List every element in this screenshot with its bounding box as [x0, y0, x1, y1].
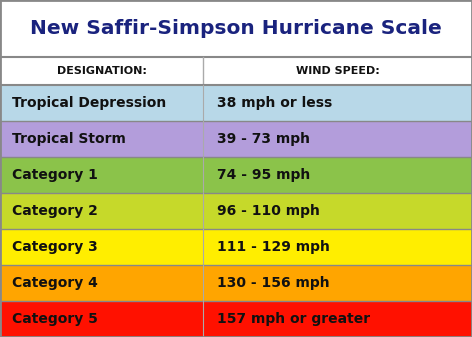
Bar — [0, 157, 472, 193]
Text: Category 2: Category 2 — [12, 204, 98, 218]
Bar — [0, 301, 472, 337]
Bar — [0, 229, 472, 265]
Text: 39 - 73 mph: 39 - 73 mph — [217, 132, 310, 146]
Text: 74 - 95 mph: 74 - 95 mph — [217, 168, 311, 182]
Text: WIND SPEED:: WIND SPEED: — [295, 66, 379, 76]
Text: 38 mph or less: 38 mph or less — [217, 96, 332, 110]
Bar — [0, 0, 472, 57]
Bar — [0, 57, 472, 85]
Text: 157 mph or greater: 157 mph or greater — [217, 312, 370, 326]
Text: 111 - 129 mph: 111 - 129 mph — [217, 240, 330, 254]
Bar — [0, 121, 472, 157]
Text: Category 4: Category 4 — [12, 276, 98, 290]
Text: Tropical Depression: Tropical Depression — [12, 96, 166, 110]
Bar — [0, 193, 472, 229]
Text: Category 3: Category 3 — [12, 240, 98, 254]
Text: New Saffir-Simpson Hurricane Scale: New Saffir-Simpson Hurricane Scale — [30, 19, 442, 38]
Text: 130 - 156 mph: 130 - 156 mph — [217, 276, 330, 290]
Bar — [0, 265, 472, 301]
Text: Tropical Storm: Tropical Storm — [12, 132, 126, 146]
Bar — [0, 85, 472, 121]
Text: Category 1: Category 1 — [12, 168, 98, 182]
Text: Category 5: Category 5 — [12, 312, 98, 326]
Text: 96 - 110 mph: 96 - 110 mph — [217, 204, 320, 218]
Text: DESIGNATION:: DESIGNATION: — [57, 66, 146, 76]
